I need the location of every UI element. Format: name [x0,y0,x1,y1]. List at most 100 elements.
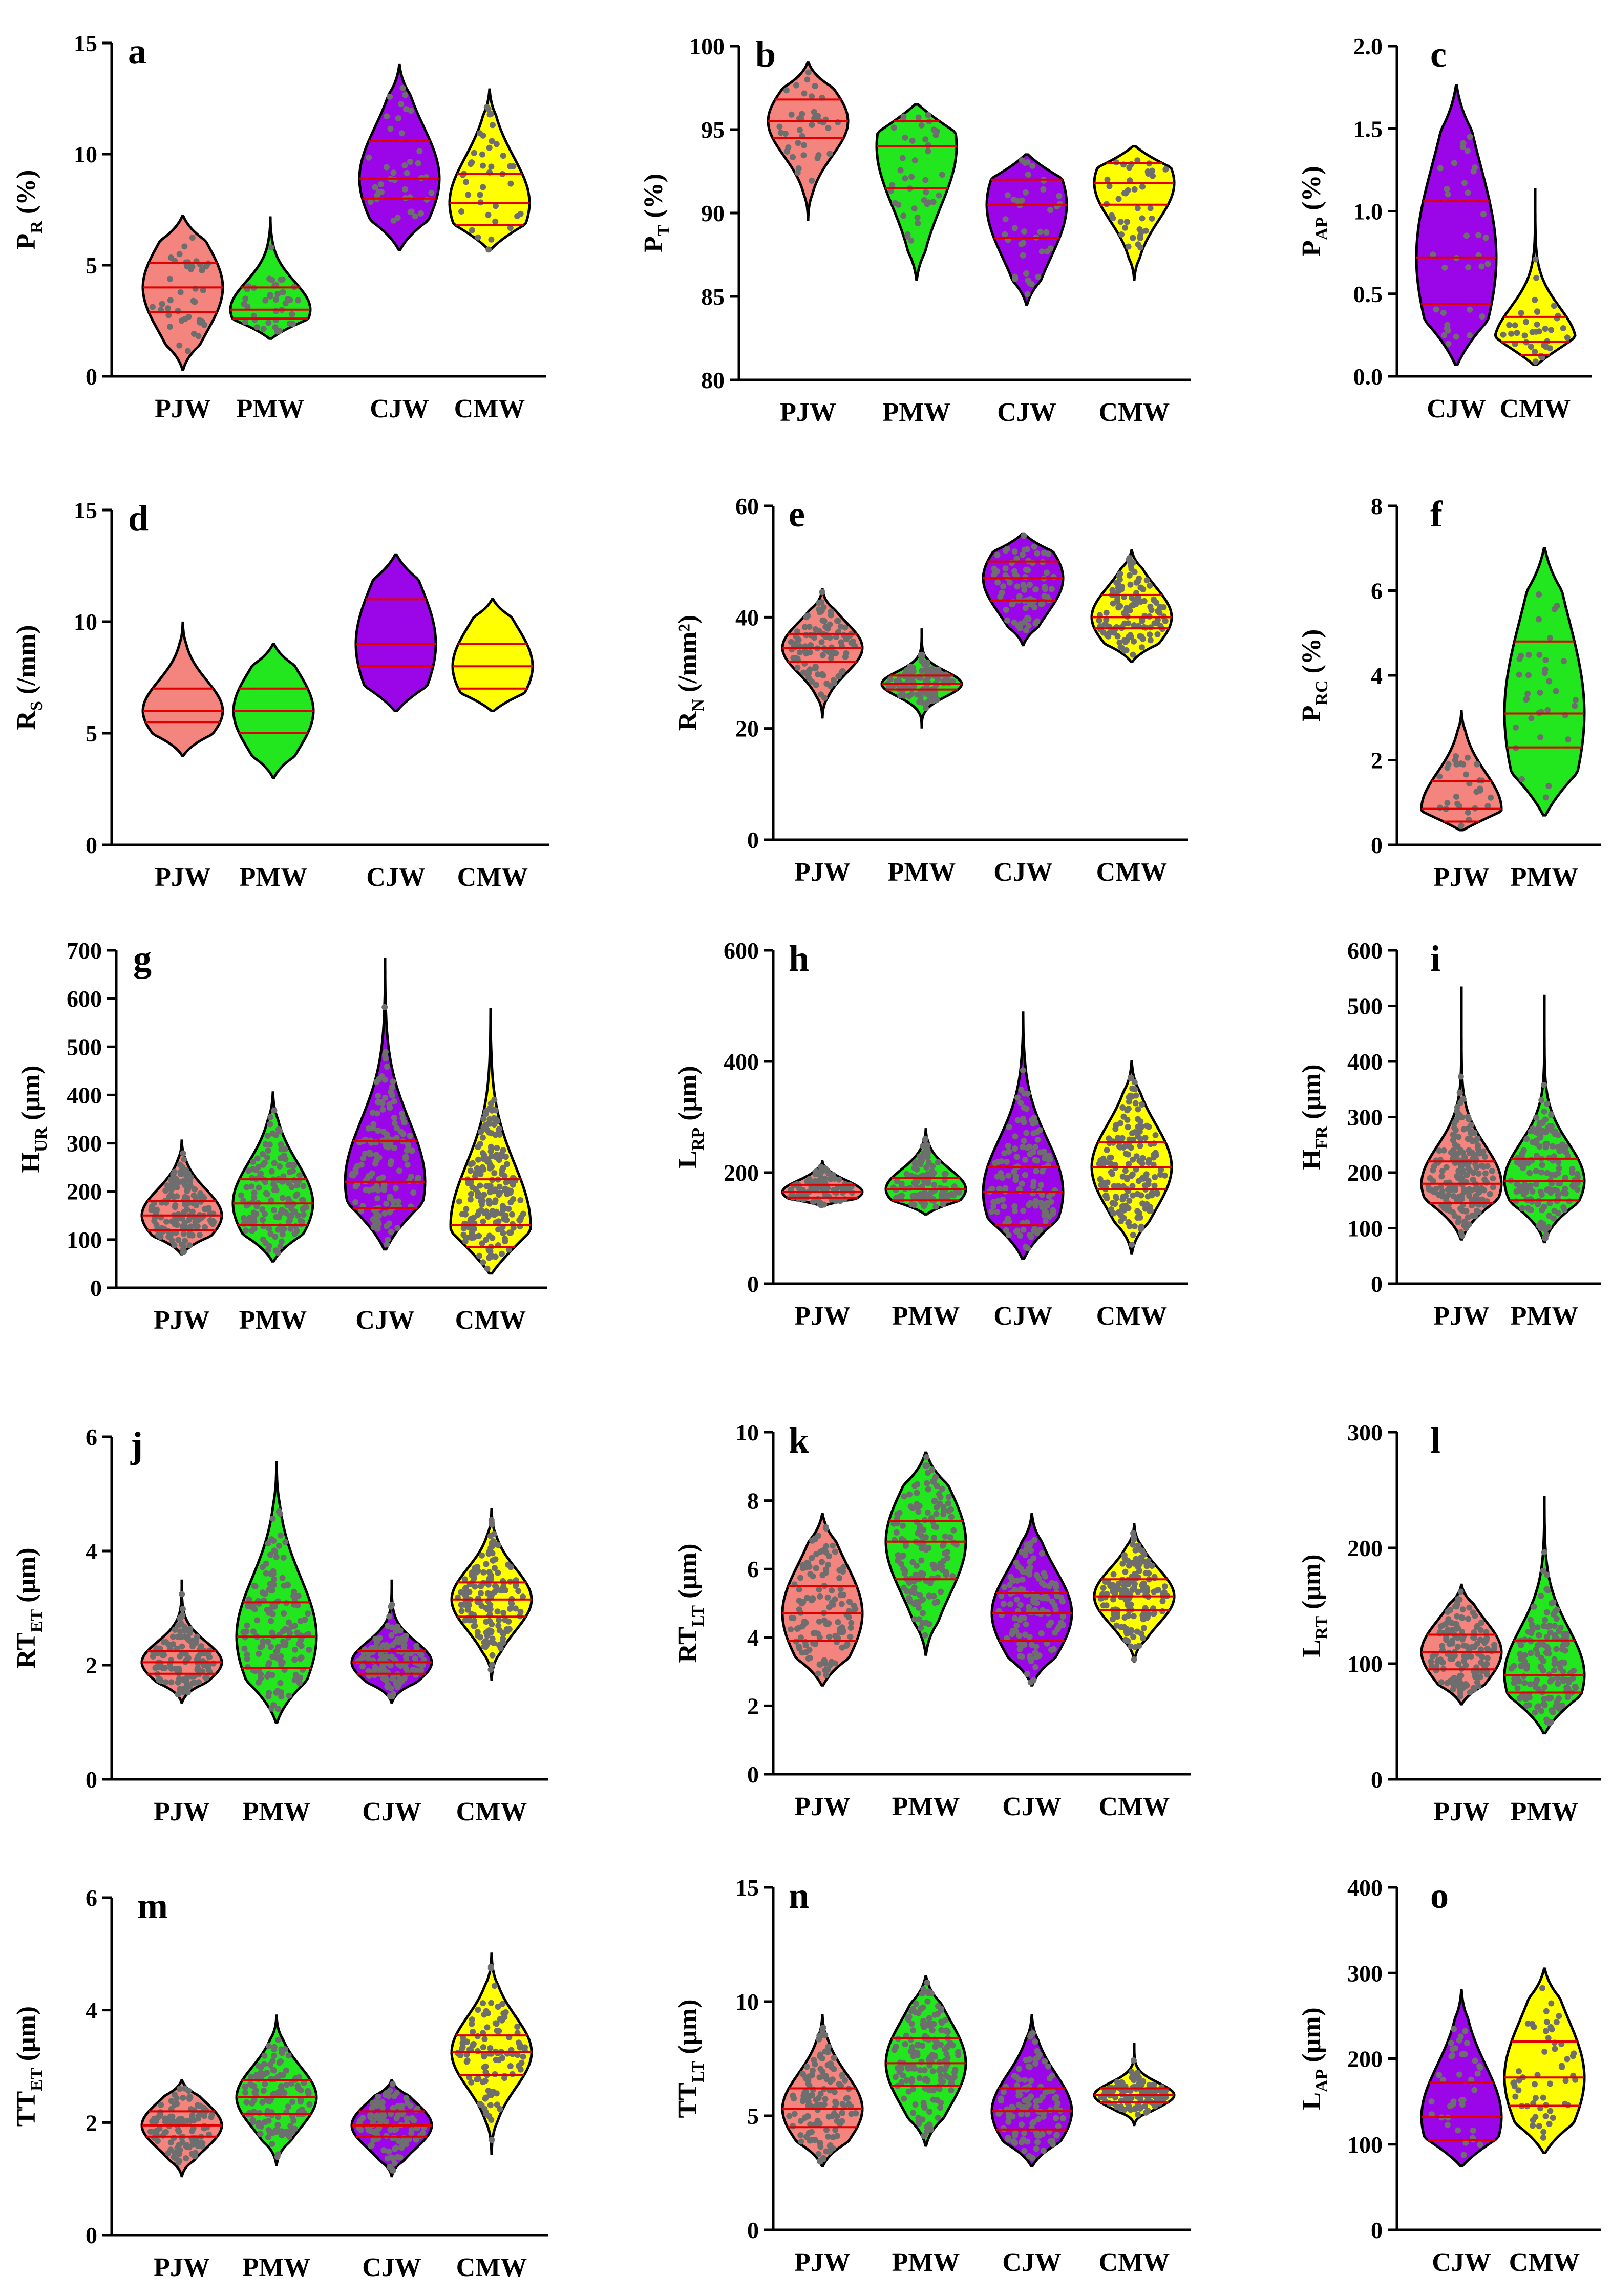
data-point [1026,2056,1033,2063]
data-point [1018,241,1025,247]
data-point [173,1180,180,1187]
data-point [288,2128,294,2134]
data-point [495,1622,502,1629]
data-point [1022,160,1028,166]
data-point [894,1511,901,1518]
data-point [489,138,495,144]
data-point [1041,1570,1047,1577]
data-point [1017,1232,1024,1239]
data-point [408,1650,414,1657]
data-point [951,1183,958,1190]
y-tick-label: 10 [74,609,97,635]
data-point [401,1642,408,1648]
data-point [404,1161,411,1168]
data-point [417,1650,423,1657]
data-point [175,1679,181,1686]
data-point [922,677,929,684]
data-point [1031,1225,1038,1232]
data-point [1479,1653,1486,1660]
y-tick-label: 0 [86,832,97,858]
data-point [908,2021,915,2027]
data-point [915,2042,921,2049]
data-point [1131,1536,1137,1543]
data-point [825,2044,832,2050]
data-point [385,1623,391,1629]
data-point [265,320,272,326]
data-point [1137,1118,1144,1125]
data-point [922,136,929,143]
data-point [1457,1588,1464,1595]
data-point [164,305,171,312]
data-point [514,2024,521,2030]
data-point [475,234,481,241]
data-point [934,1483,940,1490]
data-point [366,1187,372,1194]
violin-b-pmw [875,103,958,281]
data-point [1034,2139,1041,2145]
data-point [788,1614,795,1621]
data-point [268,244,274,251]
y-tick-label: 6 [86,1424,97,1450]
category-label: PJW [1433,863,1490,892]
data-point [1034,618,1041,625]
data-point [1477,1627,1484,1633]
data-point [819,671,825,677]
data-point [161,1652,167,1659]
data-point [922,1534,929,1541]
y-tick-label: 0 [747,1761,759,1788]
category-label: CMW [1096,858,1168,887]
data-point [911,1584,918,1591]
data-point [1443,1164,1450,1171]
data-point [930,1170,937,1176]
data-point [1465,264,1472,271]
data-point [1518,310,1524,316]
data-point [1427,1175,1433,1181]
data-point [1548,1707,1555,1714]
data-point [362,1150,369,1157]
data-point [380,1675,387,1682]
y-tick-label: 0 [86,2222,97,2248]
data-point [807,649,813,655]
data-point [390,1691,397,1697]
data-point [999,1175,1006,1181]
data-point [908,2008,915,2014]
y-tick-label: 0.5 [1353,281,1383,307]
data-point [1024,1671,1030,1677]
data-point [463,2058,470,2065]
data-point [468,161,474,167]
data-point [839,2100,846,2107]
data-point [1465,809,1471,816]
data-point [895,2065,901,2071]
data-point [293,1228,300,1235]
data-point [418,210,424,217]
data-point [484,2024,491,2031]
data-point [196,1679,202,1686]
data-point [1547,1189,1554,1196]
data-point [923,1164,930,1171]
data-point [468,1161,474,1167]
data-point [805,2130,812,2136]
data-point [292,1646,298,1653]
data-point [354,1181,360,1187]
data-point [1139,1547,1146,1554]
data-point [1131,638,1137,645]
data-point [1150,1152,1157,1158]
data-point [1480,211,1487,218]
data-point [1032,1198,1039,1204]
data-point [1440,1147,1447,1154]
data-point [1555,1703,1561,1710]
y-tick-label: 100 [1347,1651,1383,1677]
data-point [1138,1554,1144,1561]
data-point [899,155,906,161]
data-point [404,2100,411,2107]
data-point [794,169,801,176]
data-point [1551,1623,1558,1629]
data-point [1127,581,1134,588]
data-point [153,1222,160,1228]
data-point [1565,736,1572,743]
data-point [1019,1653,1025,1660]
data-point [185,1170,192,1177]
data-point [1483,1671,1490,1678]
